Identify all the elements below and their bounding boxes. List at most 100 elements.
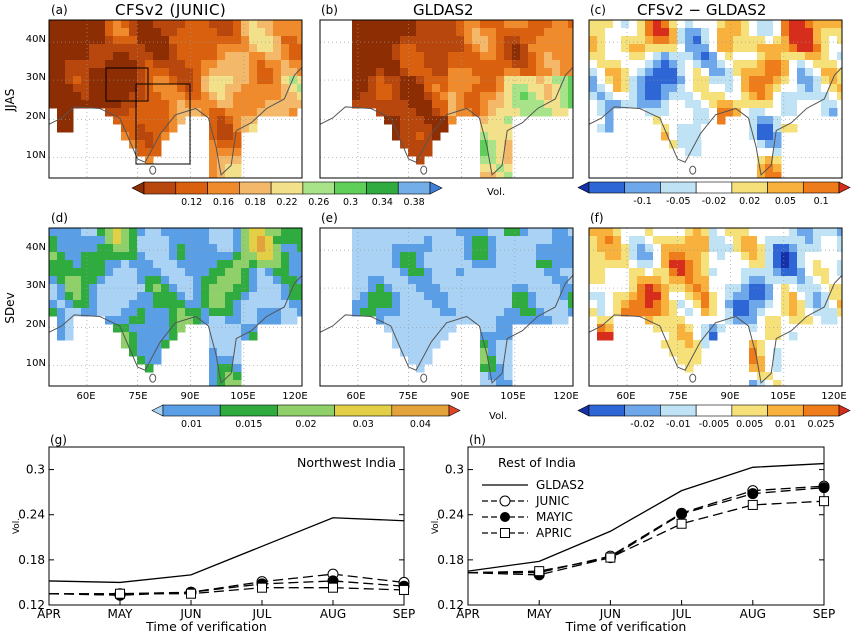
colorbar-sdev-diff-label: -0.005: [699, 419, 730, 430]
colorbar-mean-diff-swatch: [588, 181, 626, 194]
series-point-mayic: [818, 482, 830, 494]
colorbar-mean-label: 0.22: [276, 197, 297, 208]
colorbar-sdev-diff-swatch: [802, 404, 840, 417]
colorbar-sdev-label: 0.04: [410, 419, 431, 430]
chart-panel-label: (g): [50, 433, 67, 447]
series-point-apric: [534, 566, 545, 577]
lon-label-e-60e: 60E: [346, 391, 365, 402]
chart-frame: [467, 446, 825, 606]
map-panel-b: [320, 20, 573, 178]
panel-label-e: (e): [321, 211, 338, 225]
lat-label-30n-a: 30N: [26, 72, 46, 83]
series-point-apric: [186, 588, 196, 599]
series-line-apric: [467, 500, 825, 574]
colorbar-mean-diff-swatch: [731, 181, 768, 194]
colorbar-mean-label: 0.16: [213, 197, 234, 208]
colorbar-mean-swatch: [175, 181, 208, 195]
colorbar-sdev-swatch: [277, 404, 335, 417]
sri-lanka-e: [420, 373, 428, 383]
y-tick-label: 0.18: [18, 553, 45, 567]
map-frame-c: [588, 19, 843, 179]
colorbar-sdev-diff-swatch: [767, 404, 804, 417]
row-label-jjas: JJAS: [3, 89, 17, 113]
series-point-apric: [399, 584, 409, 595]
colorbar-mean-diff-swatch: [660, 181, 697, 194]
colorbar-mean-swatch: [334, 181, 367, 195]
series-point-apric: [747, 499, 758, 510]
colorbar-sdev-diff-swatch: [588, 404, 626, 417]
x-axis-label: Time of verification: [565, 619, 687, 634]
y-axis-label: Vol.: [12, 518, 22, 534]
colorbar-mean-diff-label: 0.1: [814, 196, 829, 207]
colorbar-sdev-label: 0.02: [295, 419, 316, 430]
colorbar-sdev-label: 0.03: [353, 419, 374, 430]
map-panels: [48, 19, 843, 387]
series-point-apric: [819, 496, 829, 507]
lon-label-e-75e: 75E: [398, 391, 417, 402]
coastline-a: [49, 67, 302, 176]
coastline-f: [589, 275, 842, 384]
x-tick-label: APR: [37, 607, 61, 621]
x-tick-label: AUG: [740, 607, 766, 621]
panel-label-b: (b): [321, 3, 338, 17]
colorbar-sdev-diff-swatch: [695, 404, 733, 417]
legend-marker-apric: [500, 528, 510, 538]
colorbar-sdev-swatch: [334, 404, 393, 417]
map-panel-d: [49, 228, 302, 386]
colorbar-sdev-unit: Vol.: [489, 411, 507, 422]
sri-lanka-a: [149, 165, 157, 175]
chart-title: Northwest India: [297, 455, 396, 470]
series-line-junic: [468, 485, 825, 574]
colorbar-mean-diff-swatch: [767, 181, 804, 194]
map-frame-f: [588, 227, 843, 387]
lon-label-f-105e: 105E: [770, 391, 795, 402]
lat-label-40n-d: 40N: [26, 242, 46, 253]
series-point-apric: [676, 518, 687, 529]
colorbar-sdev-diff-swatch: [660, 404, 697, 417]
series-line-apric: [49, 587, 405, 595]
lat-label-20n-a: 20N: [26, 111, 46, 122]
colorbar-sdev-diff-max-arrow: [838, 404, 851, 417]
colorbar-sdev-diff-label: -0.02: [630, 419, 655, 430]
map-frame-e: [319, 227, 574, 387]
colorbar-mean-min-arrow: [131, 181, 145, 195]
colorbar-mean-label: 0.34: [372, 197, 393, 208]
legend-marker-junic: [499, 495, 511, 507]
series-point-apric: [605, 552, 616, 563]
lat-label-10n-a: 10N: [26, 150, 46, 161]
colorbar-mean-swatch: [397, 181, 431, 195]
lon-label-e-105e: 105E: [500, 391, 525, 402]
colorbar-sdev-swatch: [162, 404, 221, 417]
colorbar-mean-diff-label: -0.1: [633, 196, 652, 207]
colorbar-mean-swatch: [302, 181, 335, 195]
line-charts: (g) 0.12 0.18 0.24 0.3 Vol. APR MAY JUN JUL AUG SEP…: [12, 433, 835, 634]
series-point-apric: [257, 582, 267, 593]
colorbar-mean-swatch: [143, 181, 177, 195]
colorbar-mean: 0.12 0.16 0.18 0.22 0.26 0.3 0.34 0.38: [131, 181, 443, 208]
sri-lanka-c: [689, 165, 697, 175]
line-chart-h: (h) 0.12 0.18 0.24 0.3 Vol. APR MAY JUN JUL AUG SEP…: [431, 433, 835, 634]
colorbar-sdev-min-arrow: [151, 404, 164, 417]
lon-label-f-120e: 120E: [821, 391, 846, 402]
series-line-junic: [49, 573, 405, 595]
lon-label-d-60e: 60E: [76, 391, 95, 402]
colorbar-sdev-label: 0.01: [181, 419, 202, 430]
lat-label-40n-a: 40N: [26, 34, 46, 45]
colorbar-mean-label: 0.26: [308, 197, 329, 208]
panel-title-b: GLDAS2: [413, 1, 474, 19]
lon-label-d-120e: 120E: [282, 391, 307, 402]
y-tick-label: 0.3: [445, 463, 464, 477]
x-tick-label: MAY: [527, 607, 553, 621]
lon-label-d-105e: 105E: [230, 391, 255, 402]
map-frame-d: [48, 227, 303, 387]
colorbar-sdev-diff-swatch: [731, 404, 768, 417]
colorbar-sdev-swatch: [219, 404, 278, 417]
colorbar-mean-diff-swatch: [802, 181, 840, 194]
colorbar-sdev-diff-label: 0.025: [808, 419, 835, 430]
series-line-gldas2: [467, 462, 825, 572]
series-line-mayic: [467, 486, 825, 576]
map-panel-f: [589, 228, 842, 386]
y-tick-label: 0.12: [437, 598, 464, 612]
colorbar-sdev-swatch: [391, 404, 450, 417]
